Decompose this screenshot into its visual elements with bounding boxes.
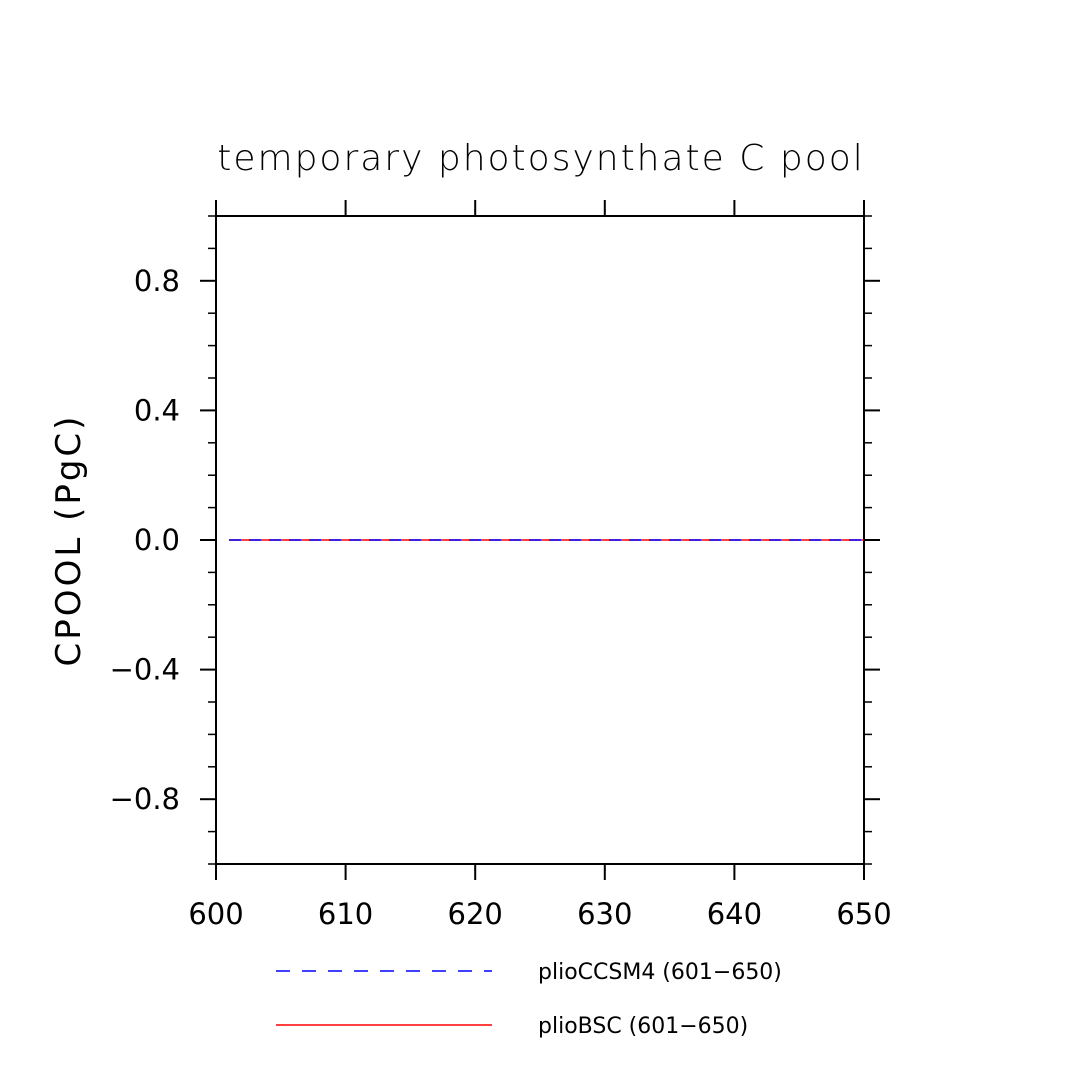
y-tick-label: 0.0 [134,523,180,557]
legend-label: plioBSC (601−650) [538,1014,748,1039]
x-tick-label: 630 [577,897,632,931]
x-tick-label: 650 [836,897,891,931]
y-tick-label: −0.4 [110,653,180,687]
x-tick-label: 620 [448,897,503,931]
x-tick-label: 600 [188,897,243,931]
y-tick-label: −0.8 [110,782,180,816]
y-tick-label: 0.4 [134,393,180,427]
y-axis-label: CPOOL (PgC) [49,414,89,667]
x-tick-label: 610 [318,897,373,931]
y-axis-tick-labels: −0.8 −0.4 0.0 0.4 0.8 [110,264,180,816]
legend-label: plioCCSM4 (601−650) [538,960,782,985]
x-tick-label: 640 [707,897,762,931]
y-tick-label: 0.8 [134,264,180,298]
chart-title: temporary photosynthate C pool [217,138,865,179]
tick-marks [200,200,880,880]
legend: plioCCSM4 (601−650) plioBSC (601−650) [276,960,782,1039]
x-axis-tick-labels: 600 610 620 630 640 650 [188,897,891,931]
